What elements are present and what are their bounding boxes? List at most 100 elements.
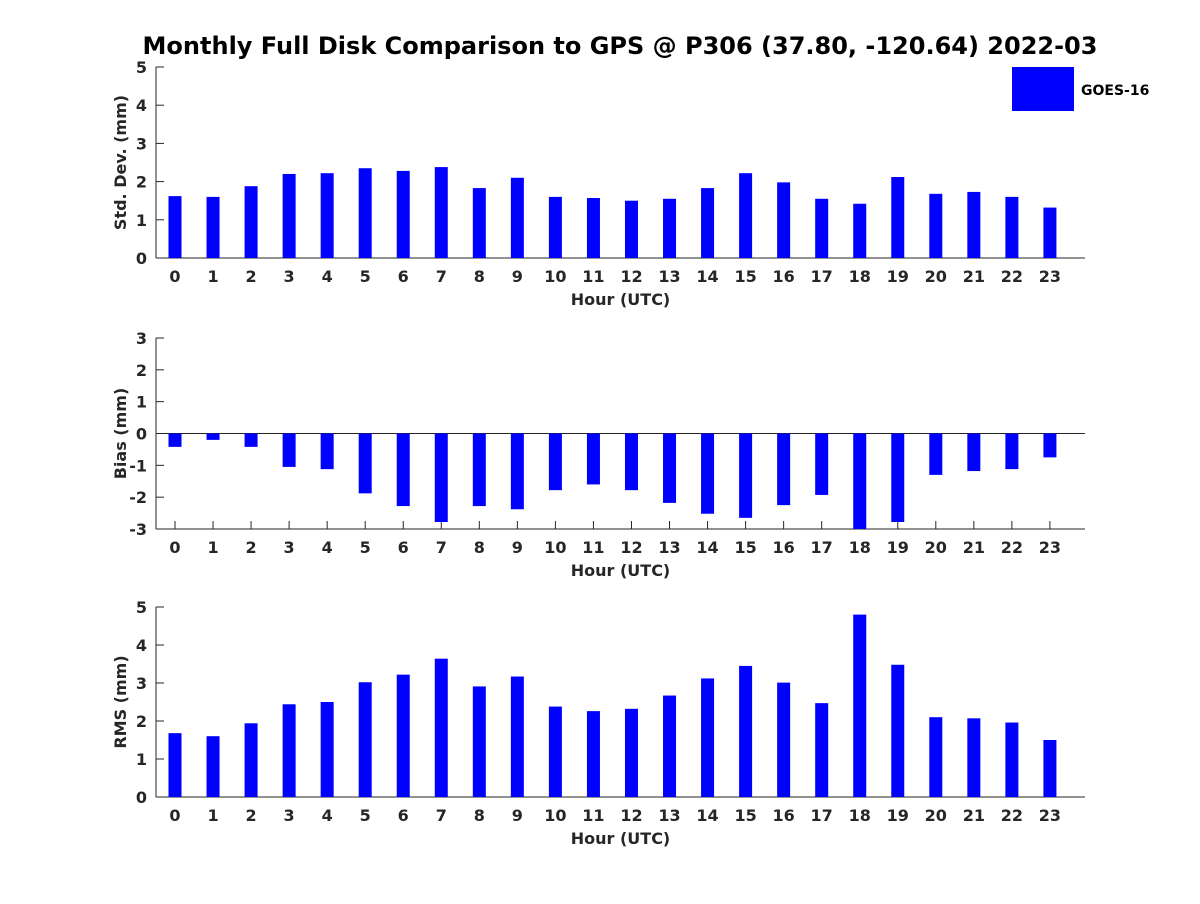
bar bbox=[739, 433, 753, 518]
x-tick-label: 6 bbox=[398, 806, 409, 825]
x-axis-label: Hour (UTC) bbox=[571, 290, 671, 309]
bar bbox=[1005, 433, 1019, 470]
bar bbox=[206, 196, 220, 258]
x-tick-label: 4 bbox=[322, 806, 333, 825]
x-tick-label: 4 bbox=[322, 267, 333, 286]
x-tick-label: 8 bbox=[474, 806, 485, 825]
bar bbox=[320, 173, 334, 258]
x-tick-label: 5 bbox=[360, 267, 371, 286]
bar bbox=[358, 433, 372, 494]
bar bbox=[282, 433, 296, 467]
x-tick-label: 21 bbox=[963, 267, 985, 286]
bar bbox=[358, 168, 372, 258]
x-tick-label: 17 bbox=[811, 806, 833, 825]
bar bbox=[701, 433, 715, 514]
y-tick-label: 1 bbox=[136, 393, 147, 412]
x-tick-label: 16 bbox=[773, 538, 795, 557]
x-tick-label: 9 bbox=[512, 806, 523, 825]
y-tick-label: 2 bbox=[136, 712, 147, 731]
bar bbox=[739, 665, 753, 797]
y-axis-label: Std. Dev. (mm) bbox=[111, 95, 130, 230]
x-tick-label: 23 bbox=[1039, 267, 1061, 286]
bar bbox=[1043, 207, 1057, 258]
bar bbox=[624, 200, 638, 258]
x-tick-label: 20 bbox=[925, 267, 947, 286]
x-tick-label: 7 bbox=[436, 267, 447, 286]
y-tick-label: 0 bbox=[136, 788, 147, 807]
bar bbox=[396, 674, 410, 797]
x-tick-label: 12 bbox=[620, 538, 642, 557]
x-tick-label: 11 bbox=[582, 538, 604, 557]
bar bbox=[244, 186, 258, 258]
bar bbox=[1043, 740, 1057, 797]
bar bbox=[967, 191, 981, 258]
y-tick-label: 3 bbox=[136, 674, 147, 693]
x-tick-label: 14 bbox=[696, 538, 718, 557]
bar bbox=[510, 177, 524, 258]
bar bbox=[282, 173, 296, 258]
bar bbox=[586, 198, 600, 258]
bar bbox=[168, 196, 182, 258]
x-tick-label: 13 bbox=[658, 267, 680, 286]
legend-label: GOES-16 bbox=[1081, 83, 1149, 99]
bar bbox=[434, 658, 448, 797]
bar bbox=[815, 703, 829, 797]
x-tick-label: 6 bbox=[398, 267, 409, 286]
x-tick-label: 0 bbox=[169, 267, 180, 286]
bar bbox=[815, 198, 829, 258]
x-tick-label: 23 bbox=[1039, 806, 1061, 825]
x-tick-label: 3 bbox=[284, 267, 295, 286]
x-tick-label: 1 bbox=[207, 538, 218, 557]
x-tick-label: 22 bbox=[1001, 538, 1023, 557]
bar bbox=[548, 706, 562, 797]
bar bbox=[472, 188, 486, 258]
x-tick-label: 14 bbox=[696, 806, 718, 825]
bar bbox=[244, 723, 258, 797]
bar bbox=[891, 664, 905, 797]
bar bbox=[434, 433, 448, 522]
x-tick-label: 1 bbox=[207, 267, 218, 286]
bar bbox=[510, 676, 524, 797]
bar bbox=[853, 433, 867, 529]
bar bbox=[396, 170, 410, 258]
x-tick-label: 22 bbox=[1001, 806, 1023, 825]
bar bbox=[586, 711, 600, 797]
legend: GOES-16 bbox=[1012, 67, 1149, 111]
y-axis-label: RMS (mm) bbox=[111, 655, 130, 748]
bar bbox=[1005, 722, 1019, 797]
bar bbox=[701, 678, 715, 797]
bar bbox=[739, 173, 753, 258]
bar bbox=[320, 702, 334, 797]
bar bbox=[777, 682, 791, 797]
bar bbox=[967, 718, 981, 797]
x-tick-label: 9 bbox=[512, 267, 523, 286]
x-tick-label: 4 bbox=[322, 538, 333, 557]
bar bbox=[320, 433, 334, 470]
x-axis-label: Hour (UTC) bbox=[571, 561, 671, 580]
bar bbox=[624, 433, 638, 491]
x-tick-label: 21 bbox=[963, 538, 985, 557]
bar bbox=[1005, 196, 1019, 258]
bar bbox=[282, 704, 296, 797]
bar bbox=[663, 198, 677, 258]
y-tick-label: 5 bbox=[136, 58, 147, 77]
bar bbox=[815, 433, 829, 495]
bar bbox=[891, 433, 905, 522]
x-tick-label: 7 bbox=[436, 806, 447, 825]
x-tick-label: 11 bbox=[582, 806, 604, 825]
x-tick-label: 12 bbox=[620, 806, 642, 825]
bar bbox=[967, 433, 981, 472]
x-tick-label: 1 bbox=[207, 806, 218, 825]
y-tick-label: 3 bbox=[136, 329, 147, 348]
bar bbox=[358, 682, 372, 797]
y-tick-label: 5 bbox=[136, 598, 147, 617]
x-tick-label: 3 bbox=[284, 806, 295, 825]
x-tick-label: 6 bbox=[398, 538, 409, 557]
y-tick-label: -1 bbox=[129, 456, 147, 475]
x-tick-label: 3 bbox=[284, 538, 295, 557]
